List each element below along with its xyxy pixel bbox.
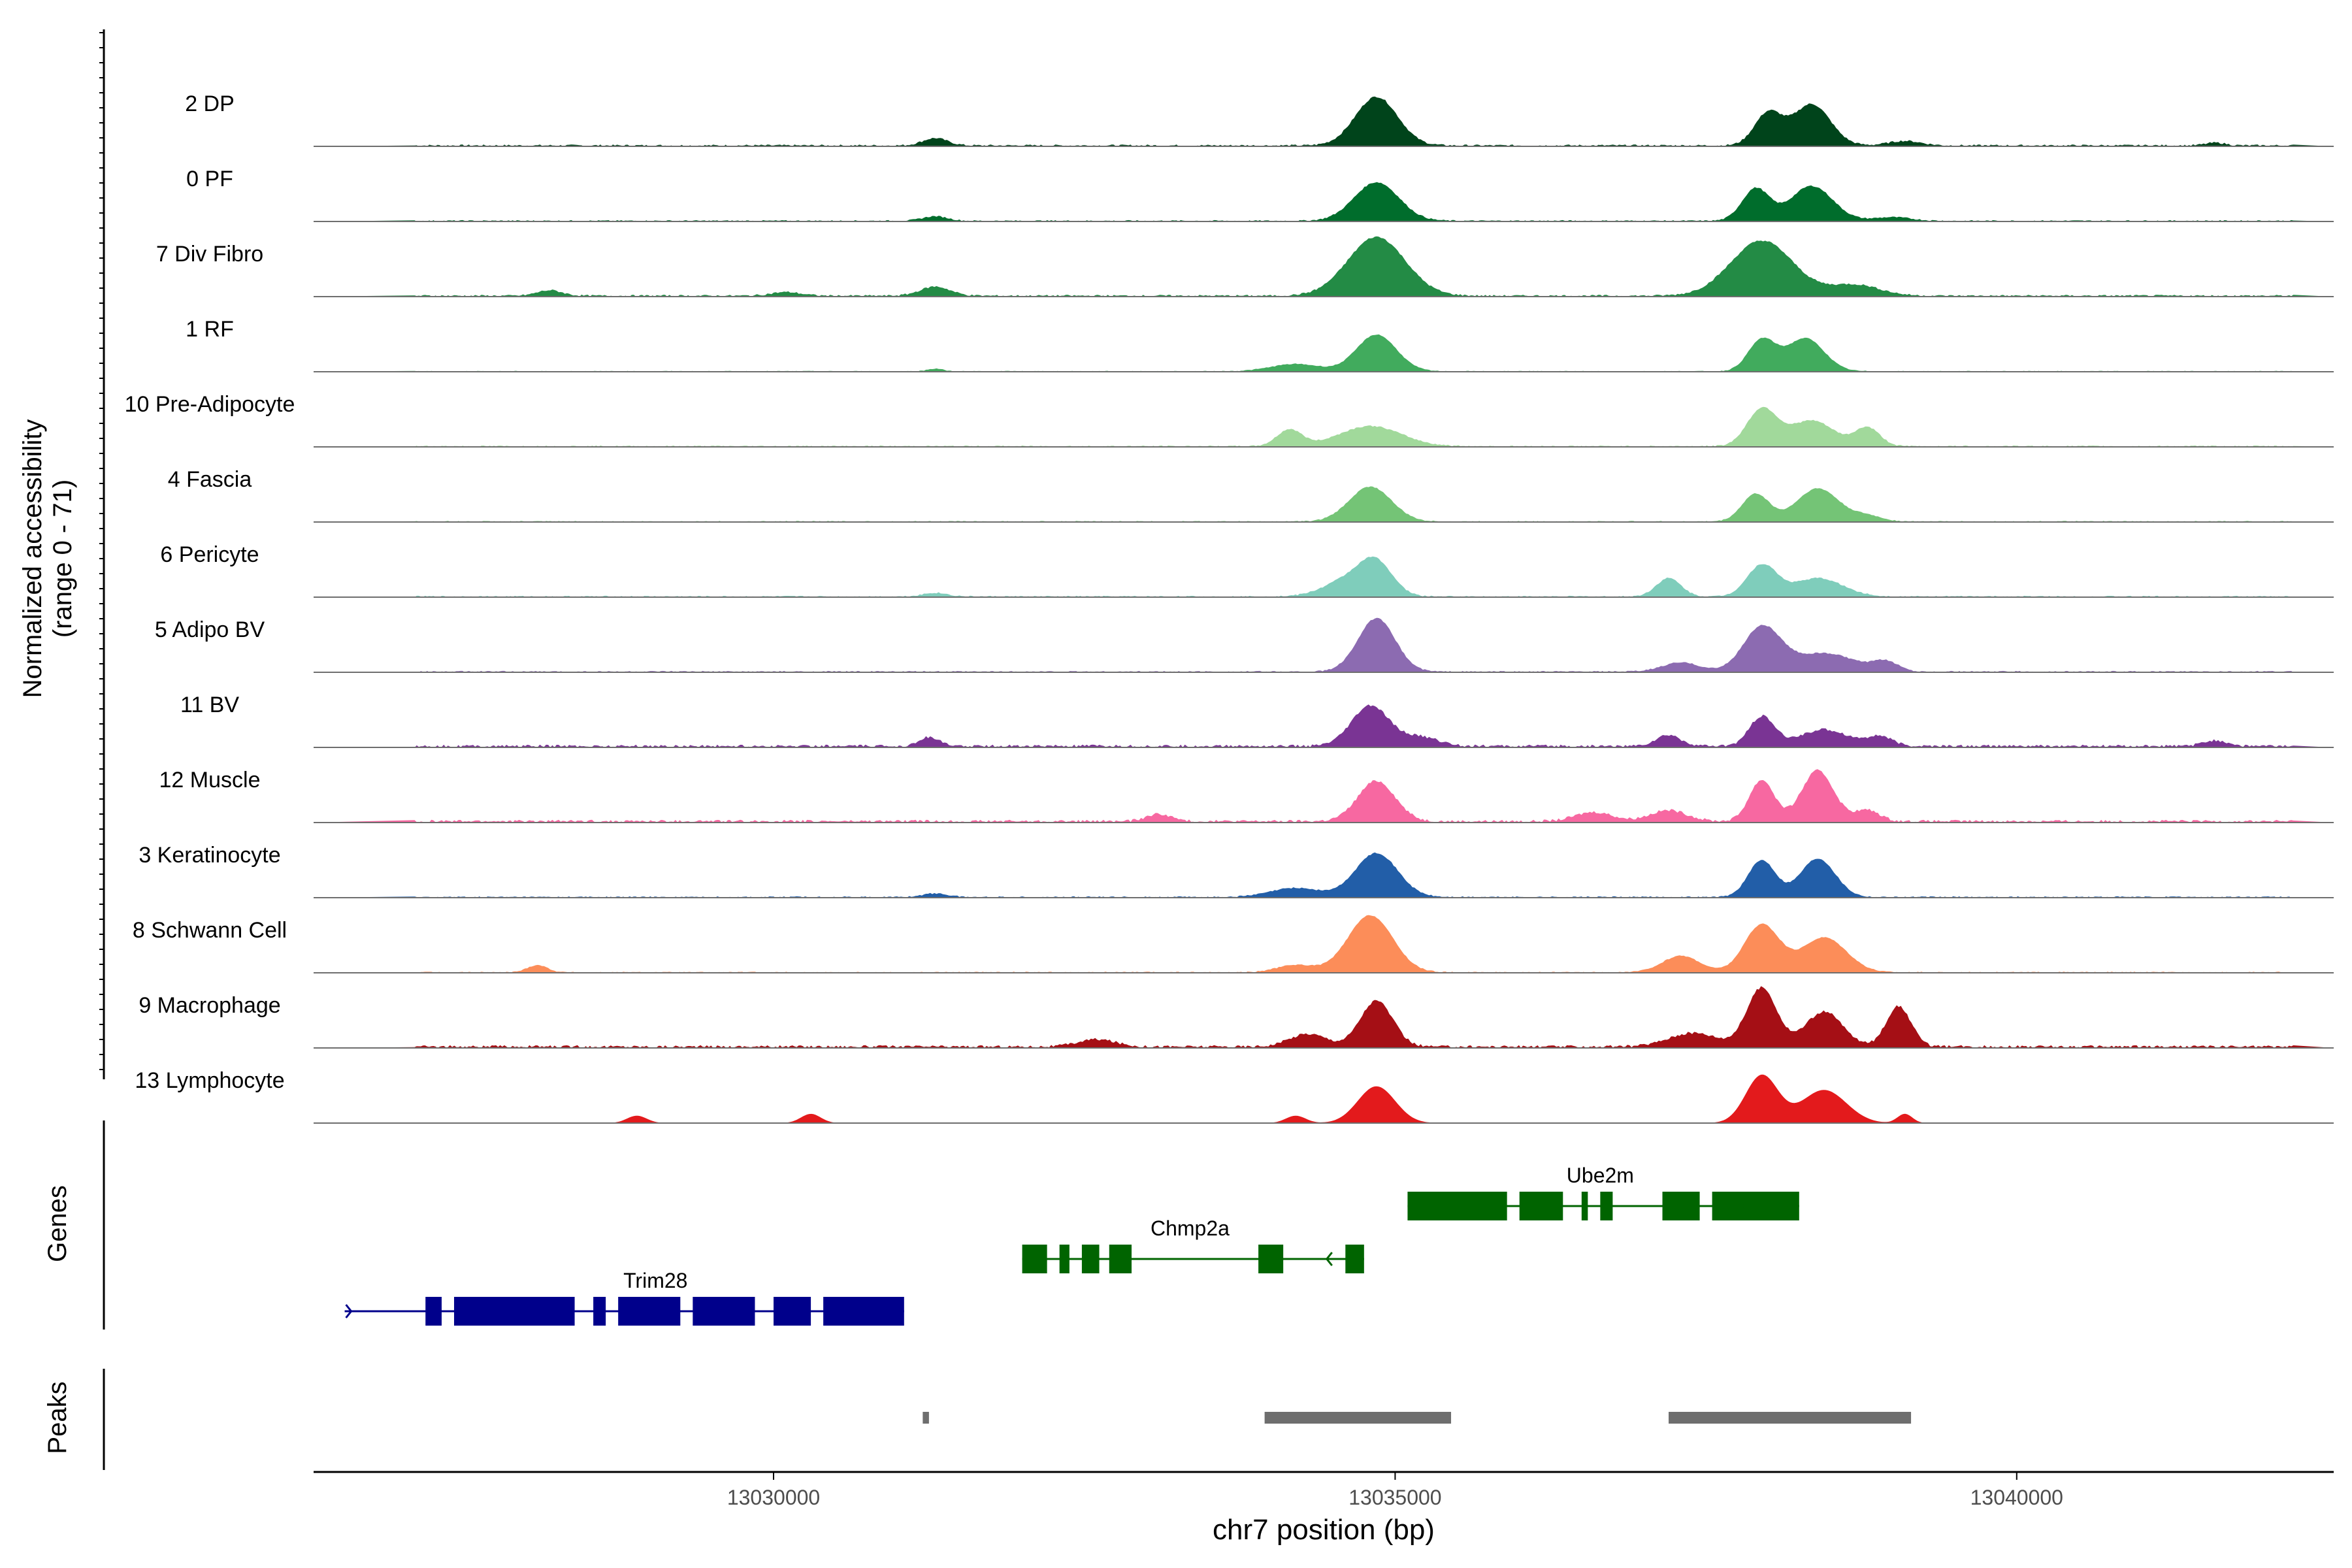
gene-trim28: Trim28	[344, 1269, 904, 1326]
coverage-tracks: 2 DP 0 PF 7 Div Fibro 1 RF 10 Pre-Adipocyte 4…	[125, 91, 2334, 1124]
strand-arrow-icon	[1742, 1199, 1750, 1213]
track-8-schwann-cell: 8 Schwann Cell	[133, 915, 2334, 973]
coverage-area	[314, 852, 2334, 898]
gene-exon	[1109, 1245, 1132, 1273]
track-label: 11 BV	[180, 693, 239, 717]
x-tick-label: 13040000	[1970, 1486, 2063, 1509]
coverage-area	[314, 406, 2334, 447]
peak-regions	[923, 1412, 1912, 1424]
gene-exon	[425, 1297, 442, 1326]
gene-label: Ube2m	[1567, 1164, 1634, 1187]
track-6-pericyte: 6 Pericyte	[160, 542, 2334, 598]
track-2-dp: 2 DP	[185, 91, 2334, 147]
genes-panel-title: Genes	[43, 1185, 72, 1262]
coverage-area	[314, 915, 2334, 973]
x-tick-label: 13030000	[727, 1486, 820, 1509]
track-7-div-fibro: 7 Div Fibro	[156, 236, 2334, 297]
coverage-area	[314, 1074, 2334, 1123]
coverage-area	[314, 334, 2334, 372]
track-label: 2 DP	[185, 91, 235, 116]
gene-exon	[1022, 1245, 1047, 1273]
gene-chmp2a: Chmp2a	[1022, 1217, 1364, 1273]
coverage-area	[314, 769, 2334, 823]
gene-exon	[1407, 1192, 1507, 1220]
strand-arrow-icon	[345, 1304, 353, 1318]
gene-exon	[1519, 1192, 1563, 1220]
track-9-macrophage: 9 Macrophage	[139, 986, 2334, 1049]
track-label: 8 Schwann Cell	[133, 918, 287, 943]
track-label: 4 Fascia	[168, 467, 252, 492]
gene-exon	[1600, 1192, 1613, 1220]
gene-exon	[618, 1297, 681, 1326]
track-4-fascia: 4 Fascia	[168, 467, 2334, 523]
gene-exon	[1345, 1245, 1364, 1273]
track-10-pre-adipocyte: 10 Pre-Adipocyte	[125, 392, 2334, 448]
track-1-rf: 1 RF	[186, 317, 2334, 372]
track-label: 12 Muscle	[159, 768, 261, 792]
y-axis-title-line2: (range 0 - 71)	[48, 480, 77, 638]
x-axis-ticks: 13030000 13035000 13040000	[727, 1472, 2063, 1509]
track-label: 10 Pre-Adipocyte	[125, 392, 295, 417]
coverage-area	[314, 96, 2334, 146]
coverage-area	[314, 986, 2334, 1048]
track-0-pf: 0 PF	[186, 167, 2334, 222]
gene-exon	[454, 1297, 575, 1326]
coverage-y-ticks	[99, 32, 104, 1070]
track-label: 5 Adipo BV	[155, 617, 265, 642]
strand-arrow-icon	[1325, 1252, 1333, 1266]
track-label: 13 Lymphocyte	[135, 1068, 284, 1093]
gene-exon	[1258, 1245, 1284, 1273]
y-axis-title-line1: Normalized accessibility	[18, 419, 47, 698]
coverage-area	[314, 704, 2334, 747]
coverage-area	[314, 486, 2334, 522]
gene-label: Chmp2a	[1151, 1217, 1230, 1240]
gene-ube2m: Ube2m	[1407, 1164, 1799, 1220]
peak-region-bar	[1264, 1412, 1452, 1424]
gene-exon	[1712, 1192, 1799, 1220]
x-axis-title: chr7 position (bp)	[1213, 1514, 1435, 1546]
x-tick-label: 13035000	[1348, 1486, 1441, 1509]
track-label: 6 Pericyte	[160, 542, 259, 567]
coverage-area	[314, 182, 2334, 221]
track-5-adipo-bv: 5 Adipo BV	[155, 617, 2334, 673]
track-label: 7 Div Fibro	[156, 242, 263, 267]
gene-exon	[693, 1297, 755, 1326]
gene-exon	[823, 1297, 904, 1326]
gene-models: Trim28 Chmp2a Ube2m	[344, 1164, 1799, 1326]
gene-exon	[1059, 1245, 1070, 1273]
track-3-keratinocyte: 3 Keratinocyte	[139, 843, 2334, 898]
gene-exon	[1081, 1245, 1100, 1273]
coverage-area	[314, 617, 2334, 672]
y-axis-title: Normalized accessibility (range 0 - 71)	[18, 419, 77, 698]
track-12-muscle: 12 Muscle	[159, 768, 2334, 823]
gene-exon	[1581, 1192, 1588, 1220]
peaks-panel-title: Peaks	[43, 1381, 72, 1454]
track-11-bv: 11 BV	[180, 693, 2334, 748]
track-label: 3 Keratinocyte	[139, 843, 280, 868]
coverage-area	[314, 556, 2334, 597]
gene-exon	[1662, 1192, 1700, 1220]
peak-region-bar	[923, 1412, 929, 1424]
track-label: 9 Macrophage	[139, 993, 280, 1018]
gene-exon	[774, 1297, 811, 1326]
track-13-lymphocyte: 13 Lymphocyte	[135, 1068, 2334, 1124]
gene-exon	[593, 1297, 606, 1326]
gene-label: Trim28	[623, 1269, 687, 1292]
peak-region-bar	[1669, 1412, 1912, 1424]
track-label: 0 PF	[186, 167, 233, 191]
track-label: 1 RF	[186, 317, 234, 342]
